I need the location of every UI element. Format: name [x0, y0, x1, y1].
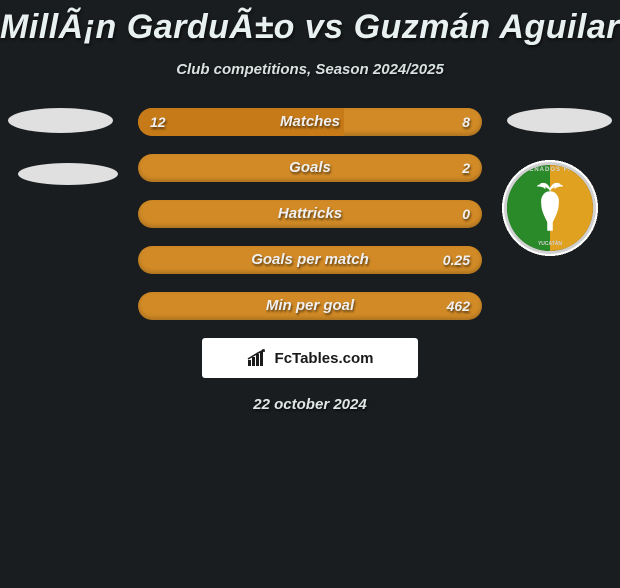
stat-row: 12Matches8 — [138, 108, 482, 136]
stat-value-right: 462 — [447, 292, 470, 320]
bar-chart-icon — [247, 349, 269, 367]
stat-value-right: 0.25 — [443, 246, 470, 274]
stat-label: Min per goal — [138, 292, 482, 320]
stat-label: Hattricks — [138, 200, 482, 228]
brand-text: FcTables.com — [275, 350, 374, 367]
badge-text-top: VENADOS F.C — [507, 167, 593, 173]
stat-value-right: 8 — [462, 108, 470, 136]
stat-label: Matches — [138, 108, 482, 136]
stat-row: Hattricks0 — [138, 200, 482, 228]
left-placeholder-oval-2 — [18, 163, 118, 185]
right-placeholder-oval-1 — [507, 108, 612, 133]
date-text: 22 october 2024 — [0, 396, 620, 413]
stat-label: Goals — [138, 154, 482, 182]
brand-box: FcTables.com — [202, 338, 418, 378]
stats-area: VENADOS F.C YUCATÁN 12Matches8 Goals2 Hatt… — [0, 108, 620, 320]
stat-row: Goals per match0.25 — [138, 246, 482, 274]
stat-label: Goals per match — [138, 246, 482, 274]
badge-text-bottom: YUCATÁN — [507, 241, 593, 247]
page-subtitle: Club competitions, Season 2024/2025 — [0, 61, 620, 78]
right-club-badge: VENADOS F.C YUCATÁN — [500, 158, 600, 258]
stat-value-right: 2 — [462, 154, 470, 182]
deer-icon — [527, 180, 573, 236]
club-badge-inner: VENADOS F.C YUCATÁN — [504, 162, 596, 254]
stat-row: Min per goal462 — [138, 292, 482, 320]
left-placeholder-oval-1 — [8, 108, 113, 133]
stat-row: Goals2 — [138, 154, 482, 182]
stat-value-right: 0 — [462, 200, 470, 228]
page-title: MillÃ¡n GarduÃ±o vs Guzmán Aguilar — [0, 8, 620, 47]
